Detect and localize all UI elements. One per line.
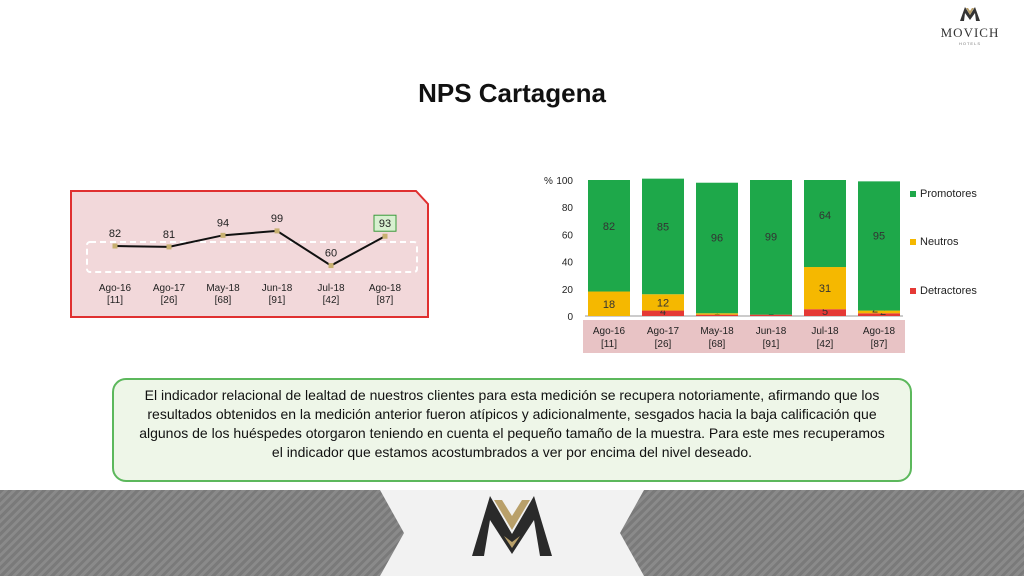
bar-value-label: 31 <box>819 283 831 295</box>
bar-segment <box>858 181 900 311</box>
bar-segment <box>804 309 846 316</box>
bar-segment <box>750 180 792 315</box>
bar-segment <box>588 180 630 292</box>
series-line <box>114 229 386 267</box>
x-tick-label: Jun-18 <box>262 283 293 294</box>
x-tick-label: Jul-18 <box>317 283 345 294</box>
data-label: 81 <box>163 229 175 241</box>
x-tick-label: Ago-18 <box>369 283 402 294</box>
y-tick-label: 40 <box>562 258 574 269</box>
data-point <box>328 263 334 269</box>
y-axis-label: % <box>544 176 553 187</box>
legend-label: Promotores <box>920 188 977 200</box>
target-band <box>86 241 418 273</box>
brand-name: MOVICH <box>940 25 1000 40</box>
y-tick-label: 80 <box>562 203 574 214</box>
x-tick-label: Jun-18 <box>756 326 787 337</box>
bar-value-label: 85 <box>657 222 669 234</box>
x-tick-label: May-18 <box>206 283 240 294</box>
bar-value-label: 95 <box>873 231 885 243</box>
legend-swatch <box>910 288 916 294</box>
bar-segment <box>696 314 738 316</box>
x-tick-count: [26] <box>655 339 672 350</box>
nps-trend-chart: 82 81 94 99 60 93 Ago-16 [11] Ago-17 [26] May-18 [6… <box>70 190 430 318</box>
brand-subtitle: HOTELS <box>958 41 981 46</box>
x-tick-label: Ago-16 <box>593 326 626 337</box>
data-label: 94 <box>217 217 229 229</box>
page-title: NPS Cartagena <box>418 78 606 108</box>
x-tick-label: Ago-17 <box>153 283 186 294</box>
bar-value-label: 12 <box>657 297 669 309</box>
x-tick-count: [91] <box>269 295 286 306</box>
brand-mark-icon <box>960 7 980 21</box>
legend-swatch <box>910 239 916 245</box>
bar-segment <box>642 178 684 295</box>
data-label: 60 <box>325 248 337 260</box>
bar-segment <box>588 291 630 316</box>
y-tick-label: 0 <box>567 312 573 323</box>
x-tick-label: Ago-18 <box>863 326 896 337</box>
bar-segment <box>642 294 684 311</box>
bar-value-label: 18 <box>603 299 615 311</box>
x-tick-count: [11] <box>107 295 123 306</box>
footer-logo-mark-icon <box>472 496 552 556</box>
bar-value-label: 64 <box>819 210 831 222</box>
legend-swatch <box>910 191 916 197</box>
y-tick-label: 20 <box>562 285 574 296</box>
x-tick-label: Jul-18 <box>811 326 839 337</box>
y-tick-label: 60 <box>562 230 574 241</box>
legend-label: Detractores <box>920 285 977 297</box>
bar-segment <box>804 180 846 268</box>
bar-segment <box>642 310 684 316</box>
legend-label: Neutros <box>920 236 959 248</box>
analysis-note: El indicador relacional de lealtad de nu… <box>112 378 912 482</box>
bar-segment <box>804 267 846 310</box>
x-tick-count: [11] <box>601 339 617 350</box>
data-point <box>112 243 118 249</box>
bar-segment <box>858 313 900 316</box>
analysis-note-text: El indicador relacional de lealtad de nu… <box>139 387 885 460</box>
data-point <box>382 233 388 239</box>
data-point <box>274 228 280 234</box>
footer-logo <box>380 490 644 576</box>
x-tick-count: [42] <box>817 339 834 350</box>
data-point <box>166 244 172 250</box>
x-tick-label: Ago-16 <box>99 283 132 294</box>
bar-segment <box>858 310 900 314</box>
x-tick-count: [91] <box>763 339 780 350</box>
x-tick-count: [68] <box>215 295 232 306</box>
x-tick-label: May-18 <box>700 326 734 337</box>
data-label: 93 <box>379 218 391 230</box>
x-tick-count: [42] <box>323 295 340 306</box>
bar-segment <box>750 314 792 316</box>
x-axis-band <box>583 320 905 353</box>
data-point <box>220 232 226 238</box>
data-label: 99 <box>271 213 283 225</box>
y-tick-label: 100 <box>556 176 573 187</box>
x-tick-count: [26] <box>161 295 178 306</box>
bar-value-label: 96 <box>711 232 723 244</box>
x-tick-count: [68] <box>709 339 726 350</box>
bar-value-label: 99 <box>765 232 777 244</box>
nps-distribution-chart: 0 20 40 60 80 100% 18 82 Ago-16 [11] 4 12 85 Ago-17 [2… <box>530 170 1000 360</box>
highlight-box <box>373 214 397 232</box>
bar-value-label: 5 <box>822 306 828 318</box>
bar-value-label: 4 <box>660 306 666 318</box>
footer-band <box>0 490 1024 576</box>
data-label: 82 <box>109 228 121 240</box>
bar-value-label: 82 <box>603 221 615 233</box>
brand-logo: MOVICH HOTELS <box>940 6 1000 46</box>
x-tick-count: [87] <box>871 339 888 350</box>
bar-segment <box>696 182 738 314</box>
line-chart-panel <box>70 190 429 318</box>
x-tick-count: [87] <box>377 295 394 306</box>
bar-segment <box>696 313 738 315</box>
x-tick-label: Ago-17 <box>647 326 680 337</box>
